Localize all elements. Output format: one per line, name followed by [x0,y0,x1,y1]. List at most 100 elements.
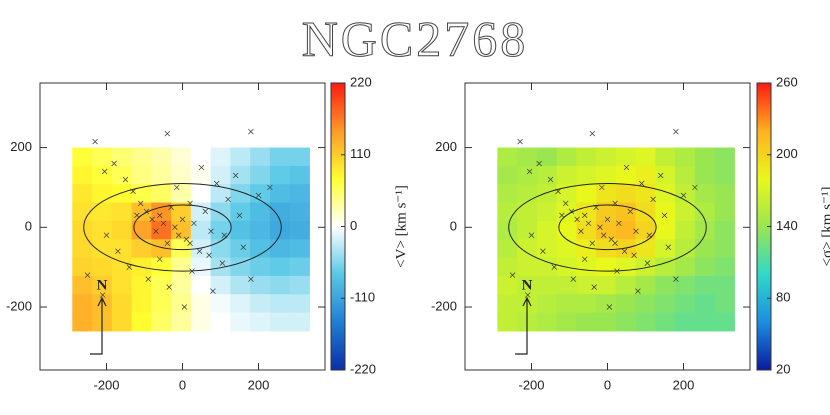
map-cell [635,147,656,167]
map-cell [576,220,597,240]
bin-center [646,232,653,239]
map-cell [694,165,716,185]
isophote [133,204,232,251]
bin-center [547,176,554,183]
map-cell [536,220,558,240]
map-cell [615,184,637,204]
bin-center [540,248,546,254]
map-cell [576,275,597,295]
map-cell [92,202,113,222]
map-cell [289,275,310,295]
map-cell [289,294,310,314]
bin-center [612,240,618,246]
bin-center [589,130,596,137]
map-cell [111,220,133,240]
bin-center [524,292,531,298]
figure-title: NGC2768 [302,10,529,66]
map-cell [655,184,676,204]
map-cell [497,184,518,204]
map-cell [72,275,93,295]
x-tick-label: 0 [604,377,611,392]
bin-center [240,244,247,250]
north-label: N [97,277,108,293]
map-cell [190,165,212,185]
map-cell [675,220,696,240]
bin-center [555,188,561,195]
map-cell [151,165,172,185]
map-cell [714,184,735,204]
map-cell [92,275,113,295]
colorbar-tick-label: -110 [350,290,375,305]
map-cell [694,184,716,204]
map-cell [151,202,172,222]
bin-center [111,160,117,167]
map-cell [615,165,637,185]
map-cell [111,202,133,222]
map-cell [536,202,558,222]
map-cell [269,257,291,277]
map-cell [72,220,93,240]
map-cell [536,147,558,167]
map-cell [655,239,676,259]
map-cell [576,165,597,185]
map-cell [596,275,617,295]
bin-center [137,200,144,207]
bin-center [559,212,565,219]
map-cell [576,257,597,277]
map-cell [171,257,192,277]
map-cell [517,239,538,259]
map-cell [230,239,251,259]
north-arrow [515,296,532,355]
bin-center [175,232,182,239]
map-cell [615,312,637,332]
colorbar-tick-label: 110 [350,146,371,161]
map-cell [596,184,617,204]
bin-center [680,192,687,199]
colorbar-label: <σ> [km s⁻¹] [819,187,830,267]
bin-center [568,208,575,215]
map-cell [536,184,558,204]
map-cell [289,202,310,222]
map-cell [497,239,518,259]
bin-center [145,276,152,282]
map-cell [556,147,577,167]
bin-center [122,176,129,183]
colorbar-label: <V> [km s⁻¹] [393,185,409,268]
map-cell [655,220,676,240]
map-cell [497,294,518,314]
isophote [508,182,707,272]
map-cell [536,257,558,277]
map-cell [151,184,172,204]
map-cell [714,312,735,332]
y-tick-label: 200 [435,139,457,154]
bin-center [232,172,239,179]
map-cell [655,257,676,277]
map-cell [210,239,231,259]
bin-center [616,220,622,227]
map-cell [210,220,231,240]
bin-center [604,216,611,223]
map-cell [269,147,291,167]
map-cell [714,257,735,277]
map-cell [72,312,93,332]
bin-center [623,164,630,171]
map-cell [151,275,172,295]
map-cell [635,257,656,277]
map-cell [151,147,172,167]
bin-center [657,172,664,179]
bin-center [597,224,603,231]
map-cell [210,147,231,167]
bin-center [612,200,618,207]
map-cell [210,165,231,185]
bin-center [208,228,214,235]
map-cell [596,294,617,314]
map-cell [131,147,152,167]
y-tick-label: -200 [6,298,32,313]
map-cell [655,312,676,332]
bin-center [248,128,254,135]
map-cell [269,202,291,222]
map-cell [190,257,212,277]
map-cell [92,184,113,204]
